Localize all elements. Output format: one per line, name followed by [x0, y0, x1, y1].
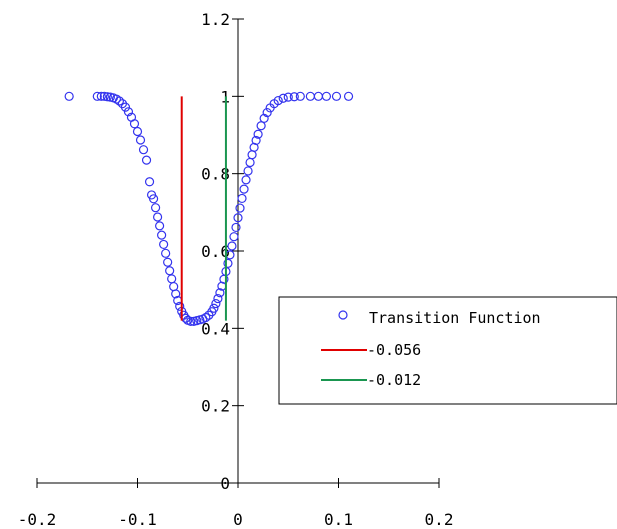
data-point: [247, 150, 257, 160]
x-tick-label: 0: [233, 510, 243, 529]
data-point: [251, 135, 261, 146]
data-point: [153, 212, 163, 222]
data-point: [305, 91, 315, 101]
data-point: [141, 155, 152, 165]
data-point: [313, 91, 323, 101]
data-point: [331, 91, 342, 101]
y-tick-label: 0.6: [201, 242, 230, 261]
data-point: [171, 289, 181, 299]
data-point: [227, 241, 237, 251]
data-point: [96, 91, 106, 101]
x-tick-label: -0.1: [118, 510, 157, 529]
data-point: [159, 239, 169, 250]
axes: -0.2-0.100.10.200.20.40.60.811.2: [18, 10, 454, 529]
data-point: [99, 91, 109, 101]
data-point: [321, 91, 332, 101]
data-point: [92, 91, 102, 101]
x-tick-label: -0.2: [18, 510, 57, 529]
y-tick-label: 0.2: [201, 397, 230, 416]
data-point: [209, 303, 219, 313]
data-point: [144, 177, 155, 187]
data-point: [241, 175, 251, 185]
data-point: [129, 119, 140, 129]
data-point: [243, 166, 253, 176]
legend-label: -0.012: [367, 371, 421, 389]
data-point: [211, 298, 221, 309]
data-point: [157, 230, 167, 240]
series-transition-function: [64, 91, 354, 326]
data-point: [278, 93, 288, 103]
data-point: [120, 102, 131, 112]
data-point: [138, 145, 149, 155]
x-tick-label: 0.1: [324, 510, 353, 529]
data-point: [132, 126, 143, 137]
data-point: [135, 135, 146, 145]
data-point: [289, 92, 299, 102]
y-tick-label: 0.8: [201, 165, 230, 184]
data-point: [215, 288, 225, 298]
data-point: [155, 221, 165, 231]
data-point: [169, 281, 179, 292]
data-point: [239, 184, 249, 194]
data-point: [123, 107, 134, 117]
data-point: [253, 129, 263, 139]
data-point: [163, 257, 173, 267]
data-point: [64, 91, 74, 101]
x-tick-label: 0.2: [425, 510, 454, 529]
data-point: [273, 95, 283, 106]
data-point: [235, 203, 245, 213]
data-point: [229, 232, 239, 242]
legend-label: -0.056: [367, 341, 421, 359]
data-point: [161, 248, 171, 258]
data-point: [213, 293, 223, 304]
y-tick-label: 0.4: [201, 319, 230, 338]
data-point: [114, 96, 125, 106]
data-point: [167, 274, 177, 284]
data-point: [295, 91, 305, 101]
data-point: [150, 203, 161, 213]
data-point: [186, 316, 196, 326]
data-point: [262, 107, 272, 118]
legend-label: Transition Function: [369, 309, 541, 327]
data-point: [283, 92, 293, 102]
data-point: [259, 113, 269, 123]
data-point: [343, 91, 354, 101]
threshold-lines: [180, 96, 227, 321]
data-point: [245, 157, 255, 168]
data-point: [201, 312, 211, 323]
data-point: [231, 222, 241, 233]
y-tick-label: 0: [220, 474, 230, 493]
y-tick-label: 1.2: [201, 10, 230, 29]
data-point: [223, 258, 233, 268]
data-point: [102, 92, 112, 102]
data-point: [175, 301, 185, 311]
data-point: [233, 213, 243, 223]
legend: Transition Function -0.056 -0.012: [278, 296, 617, 405]
data-point: [237, 193, 247, 204]
data-point: [165, 266, 175, 276]
data-point: [148, 194, 159, 204]
legend-marker-circle: [338, 310, 348, 320]
